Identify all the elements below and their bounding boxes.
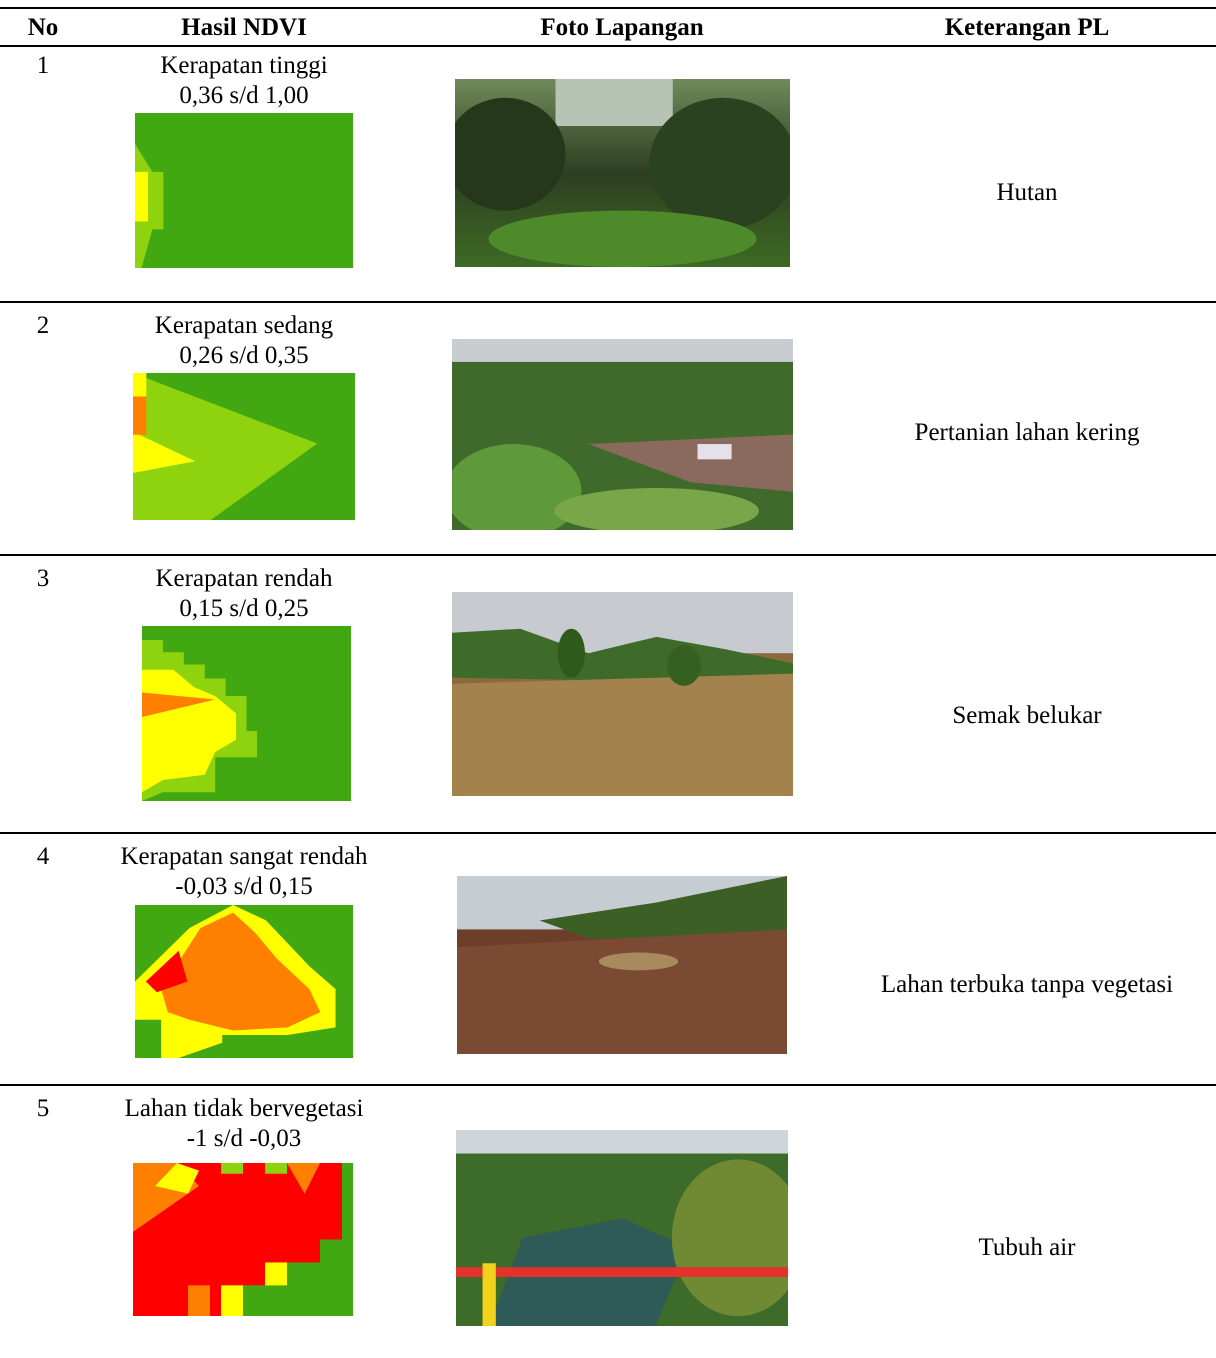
row-number: 3 [37,565,50,593]
ndvi-range: 0,26 s/d 0,35 [179,342,308,370]
ndvi-map [142,626,351,801]
ndvi-map [135,113,353,268]
field-photo [452,339,793,530]
field-photo [455,79,790,267]
ndvi-class: Lahan tidak bervegetasi [125,1095,364,1123]
ndvi-range: 0,15 s/d 0,25 [179,595,308,623]
ndvi-class: Kerapatan rendah [156,565,333,593]
ndvi-map [133,373,355,520]
ndvi-class: Kerapatan sangat rendah [120,843,367,871]
row-rule [0,1084,1216,1086]
field-photo [452,592,793,796]
ndvi-class: Kerapatan tinggi [160,52,327,80]
page: No Hasil NDVI Foto Lapangan Keterangan P… [0,0,1216,1358]
land-cover: Lahan terbuka tanpa vegetasi [881,971,1173,999]
ndvi-map [133,1163,353,1316]
land-cover: Pertanian lahan kering [915,419,1140,447]
ndvi-map [135,905,353,1058]
ndvi-range: 0,36 s/d 1,00 [179,82,308,110]
row-number: 4 [37,843,50,871]
row-number: 5 [37,1095,50,1123]
row-number: 1 [37,52,50,80]
ndvi-range: -0,03 s/d 0,15 [175,873,313,901]
row-rule [0,301,1216,303]
land-cover: Semak belukar [952,702,1101,730]
ndvi-range: -1 s/d -0,03 [187,1125,302,1153]
header-cell: Keterangan PL [945,14,1110,42]
land-cover: Tubuh air [978,1234,1075,1262]
row-number: 2 [37,312,50,340]
header-cell: No [28,14,59,42]
ndvi-class: Kerapatan sedang [155,312,333,340]
field-photo [457,876,787,1054]
row-rule [0,554,1216,556]
header-rule [0,45,1216,47]
row-rule [0,832,1216,834]
land-cover: Hutan [996,179,1057,207]
top-rule [0,7,1216,9]
header-cell: Foto Lapangan [540,14,703,42]
header-cell: Hasil NDVI [181,14,307,42]
field-photo [456,1130,788,1326]
